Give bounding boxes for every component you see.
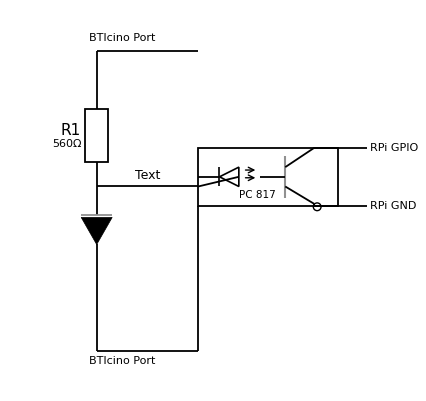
Bar (198, 148, 338, 206)
Bar (85, 109, 108, 162)
Text: R1: R1 (61, 124, 81, 138)
Text: 560Ω: 560Ω (52, 140, 81, 150)
Polygon shape (219, 167, 239, 186)
Text: BTIcino Port: BTIcino Port (89, 33, 155, 43)
Text: PC 817: PC 817 (239, 190, 276, 200)
Text: BTIcino Port: BTIcino Port (89, 356, 155, 366)
Text: RPi GPIO: RPi GPIO (370, 143, 419, 153)
Polygon shape (81, 217, 112, 245)
Text: Text: Text (135, 169, 161, 182)
Text: RPi GND: RPi GND (370, 201, 417, 211)
